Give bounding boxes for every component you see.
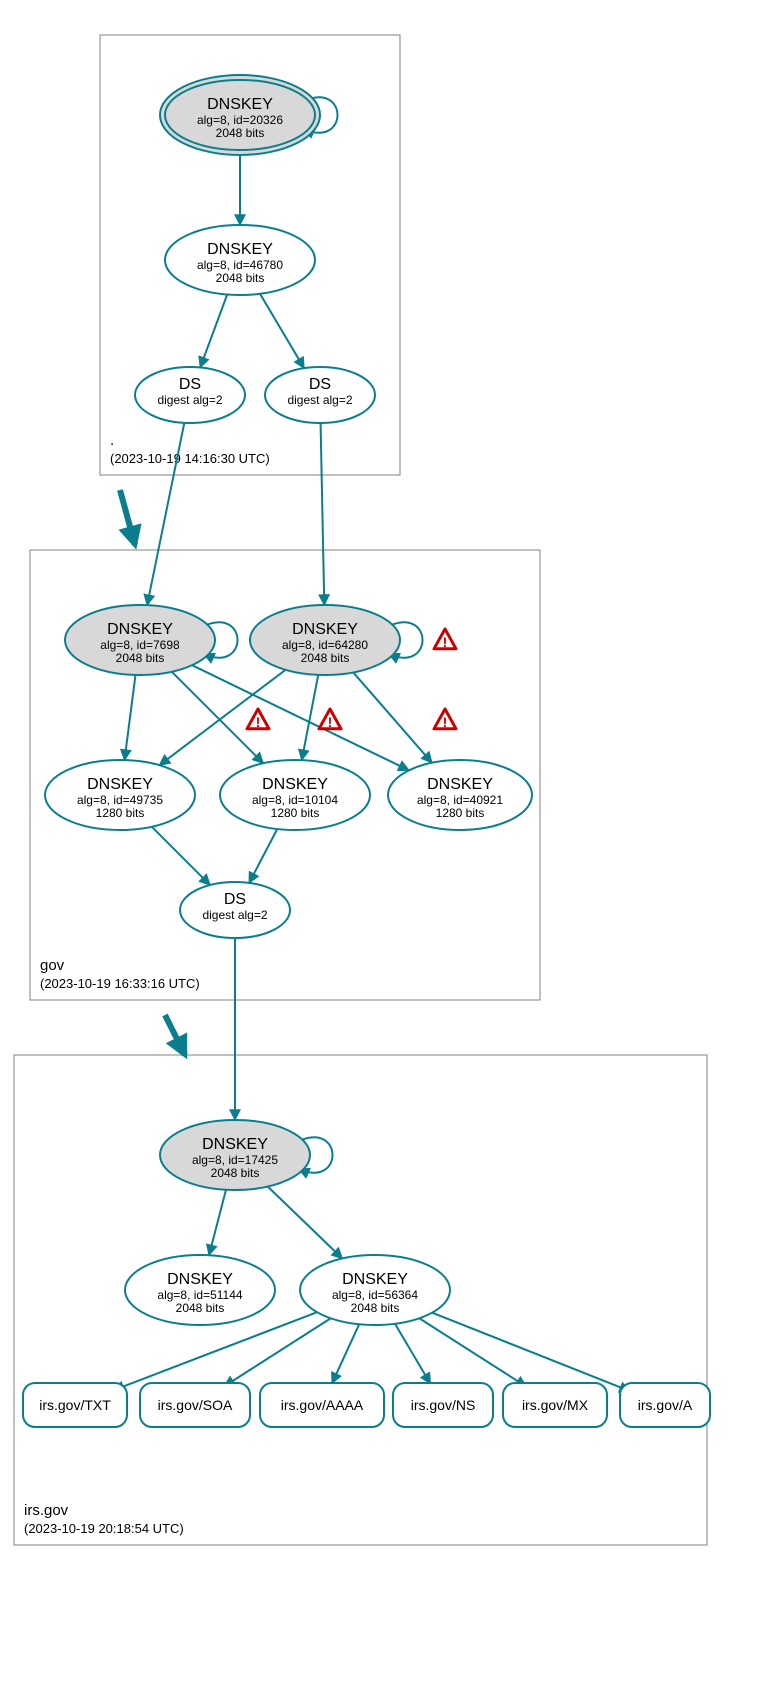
- edge: [200, 294, 227, 367]
- node-sub1: alg=8, id=49735: [77, 793, 163, 807]
- node-sub2: 1280 bits: [271, 806, 320, 820]
- svg-text:!: !: [328, 714, 333, 730]
- node-title: DNSKEY: [207, 96, 273, 113]
- node-title: DNSKEY: [202, 1136, 268, 1153]
- node-sub2: 2048 bits: [351, 1301, 400, 1315]
- node-rr-aaaa: irs.gov/AAAA: [260, 1383, 384, 1427]
- zone-label: .: [110, 432, 114, 449]
- node-sub1: alg=8, id=7698: [100, 638, 180, 652]
- rr-label: irs.gov/A: [638, 1397, 693, 1413]
- node-gov-zsk3: DNSKEYalg=8, id=409211280 bits: [388, 760, 532, 830]
- node-gov-zsk1: DNSKEYalg=8, id=497351280 bits: [45, 760, 195, 830]
- node-title: DNSKEY: [427, 776, 493, 793]
- edge: [159, 670, 285, 765]
- zone-label: gov: [40, 957, 65, 974]
- edge: [209, 1190, 226, 1256]
- node-root-ds1: DSdigest alg=2: [135, 367, 245, 423]
- zone-timestamp: (2023-10-19 20:18:54 UTC): [24, 1521, 184, 1536]
- edge: [321, 423, 325, 605]
- node-title: DNSKEY: [342, 1271, 408, 1288]
- edge: [192, 665, 409, 770]
- node-irs-ksk: DNSKEYalg=8, id=174252048 bits: [160, 1120, 310, 1190]
- node-rr-a: irs.gov/A: [620, 1383, 710, 1427]
- rr-label: irs.gov/MX: [522, 1397, 589, 1413]
- rr-label: irs.gov/AAAA: [281, 1397, 364, 1413]
- node-root-ds2: DSdigest alg=2: [265, 367, 375, 423]
- node-sub1: alg=8, id=46780: [197, 258, 283, 272]
- node-title: DNSKEY: [207, 241, 273, 258]
- node-sub1: alg=8, id=56364: [332, 1288, 418, 1302]
- zone-timestamp: (2023-10-19 14:16:30 UTC): [110, 451, 270, 466]
- node-sub1: digest alg=2: [287, 393, 352, 407]
- edge: [260, 294, 304, 368]
- node-sub1: alg=8, id=10104: [252, 793, 338, 807]
- edge: [332, 1324, 359, 1383]
- svg-text:!: !: [256, 714, 261, 730]
- svg-text:!: !: [443, 714, 448, 730]
- node-sub2: 2048 bits: [211, 1166, 260, 1180]
- zone-timestamp: (2023-10-19 16:33:16 UTC): [40, 976, 200, 991]
- node-title: DS: [309, 376, 331, 393]
- node-rr-mx: irs.gov/MX: [503, 1383, 607, 1427]
- node-title: DNSKEY: [167, 1271, 233, 1288]
- node-root-ksk: DNSKEYalg=8, id=203262048 bits: [160, 75, 320, 155]
- rr-label: irs.gov/NS: [411, 1397, 476, 1413]
- zone-delegation-arrow: [120, 490, 135, 545]
- edge: [224, 1318, 331, 1386]
- node-sub1: alg=8, id=20326: [197, 113, 283, 127]
- edge: [249, 829, 277, 883]
- node-rr-ns: irs.gov/NS: [393, 1383, 493, 1427]
- warning-icon: !: [319, 709, 341, 730]
- edge: [172, 672, 264, 764]
- node-gov-zsk2: DNSKEYalg=8, id=101041280 bits: [220, 760, 370, 830]
- edge: [395, 1324, 430, 1384]
- node-sub1: alg=8, id=51144: [157, 1288, 243, 1302]
- edge: [268, 1187, 343, 1259]
- edge: [432, 1313, 630, 1391]
- rr-label: irs.gov/TXT: [39, 1397, 111, 1413]
- node-sub2: 2048 bits: [216, 271, 265, 285]
- warning-icon: !: [247, 709, 269, 730]
- svg-text:!: !: [443, 634, 448, 650]
- node-rr-txt: irs.gov/TXT: [23, 1383, 127, 1427]
- warning-icon: !: [434, 709, 456, 730]
- node-sub1: alg=8, id=64280: [282, 638, 368, 652]
- node-sub2: 1280 bits: [436, 806, 485, 820]
- edge: [125, 675, 136, 760]
- node-sub1: alg=8, id=17425: [192, 1153, 278, 1167]
- edge: [302, 675, 319, 760]
- warning-icon: !: [434, 629, 456, 650]
- node-irs-zsk1: DNSKEYalg=8, id=511442048 bits: [125, 1255, 275, 1325]
- node-gov-ksk1: DNSKEYalg=8, id=76982048 bits: [65, 605, 215, 675]
- node-sub2: 2048 bits: [116, 651, 165, 665]
- node-sub1: digest alg=2: [202, 908, 267, 922]
- node-gov-ksk2: DNSKEYalg=8, id=642802048 bits: [250, 605, 400, 675]
- zone-delegation-arrow: [165, 1015, 185, 1055]
- edge: [152, 827, 210, 885]
- node-sub2: 2048 bits: [301, 651, 350, 665]
- node-root-zsk: DNSKEYalg=8, id=467802048 bits: [165, 225, 315, 295]
- node-title: DS: [179, 376, 201, 393]
- node-irs-zsk2: DNSKEYalg=8, id=563642048 bits: [300, 1255, 450, 1325]
- node-sub1: alg=8, id=40921: [417, 793, 503, 807]
- node-sub2: 2048 bits: [176, 1301, 225, 1315]
- node-gov-ds: DSdigest alg=2: [180, 882, 290, 938]
- node-rr-soa: irs.gov/SOA: [140, 1383, 250, 1427]
- node-title: DNSKEY: [87, 776, 153, 793]
- node-title: DNSKEY: [292, 621, 358, 638]
- node-title: DNSKEY: [107, 621, 173, 638]
- node-sub2: 2048 bits: [216, 126, 265, 140]
- rr-label: irs.gov/SOA: [158, 1397, 233, 1413]
- node-title: DNSKEY: [262, 776, 328, 793]
- zone-label: irs.gov: [24, 1502, 69, 1519]
- node-title: DS: [224, 891, 246, 908]
- node-sub1: digest alg=2: [157, 393, 222, 407]
- node-sub2: 1280 bits: [96, 806, 145, 820]
